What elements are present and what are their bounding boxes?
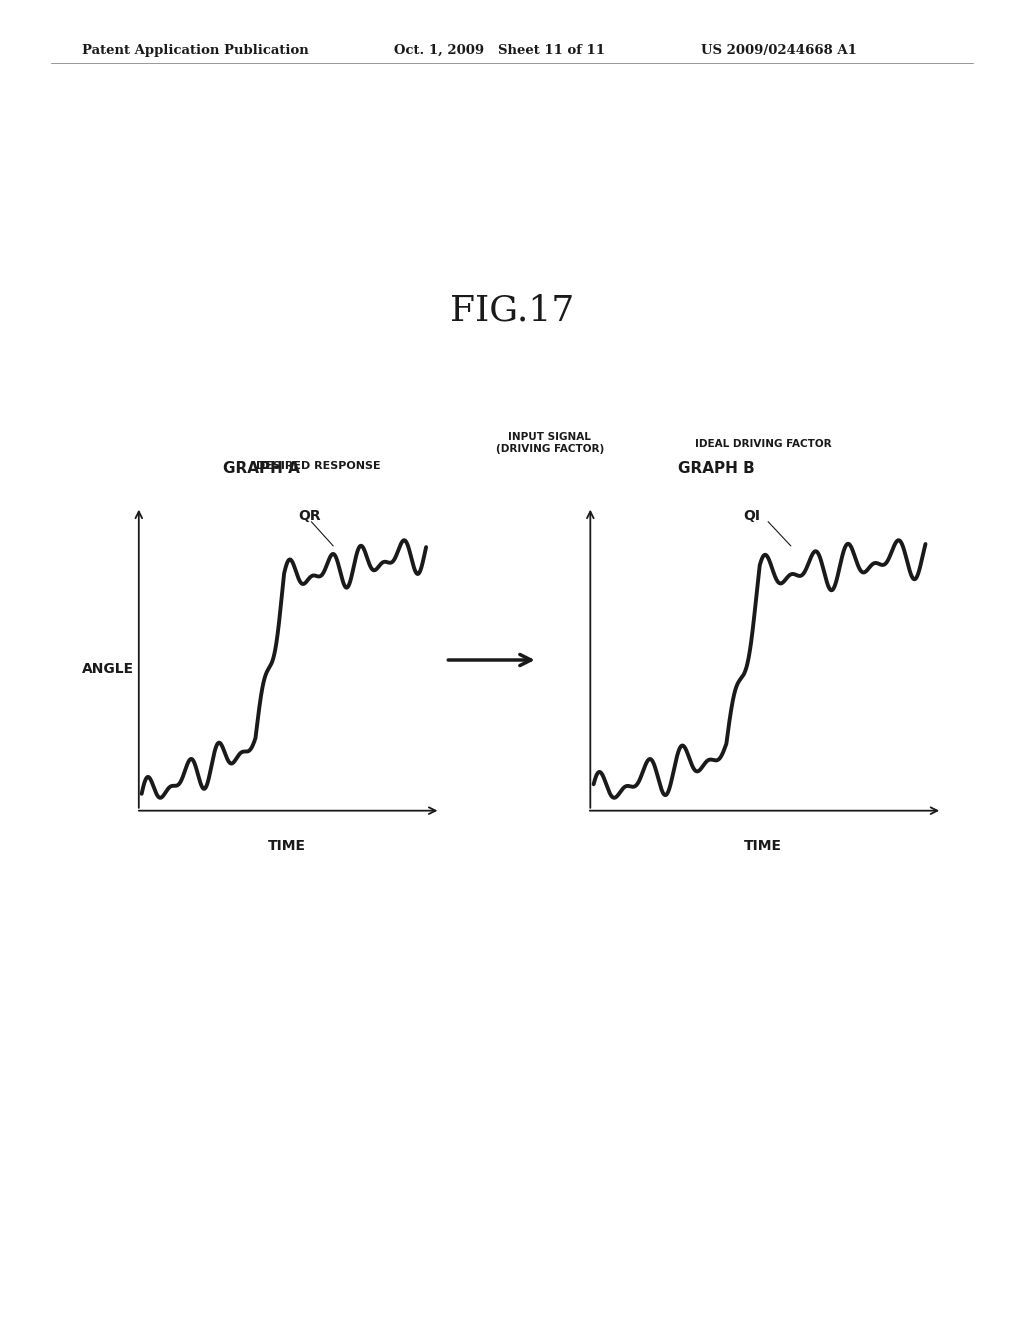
Text: FIG.17: FIG.17 (450, 293, 574, 327)
Text: Patent Application Publication: Patent Application Publication (82, 44, 308, 57)
Text: ANGLE: ANGLE (82, 663, 134, 676)
Text: DESIRED RESPONSE: DESIRED RESPONSE (256, 461, 380, 471)
Text: US 2009/0244668 A1: US 2009/0244668 A1 (701, 44, 857, 57)
Text: GRAPH B: GRAPH B (679, 461, 755, 477)
Text: TIME: TIME (743, 840, 782, 853)
Text: IDEAL DRIVING FACTOR: IDEAL DRIVING FACTOR (694, 438, 831, 449)
Text: GRAPH A: GRAPH A (222, 461, 300, 477)
Text: QI: QI (743, 510, 760, 523)
Text: TIME: TIME (267, 840, 306, 853)
Text: Oct. 1, 2009   Sheet 11 of 11: Oct. 1, 2009 Sheet 11 of 11 (394, 44, 605, 57)
Text: QR: QR (298, 510, 321, 523)
Text: INPUT SIGNAL
(DRIVING FACTOR): INPUT SIGNAL (DRIVING FACTOR) (496, 433, 604, 454)
